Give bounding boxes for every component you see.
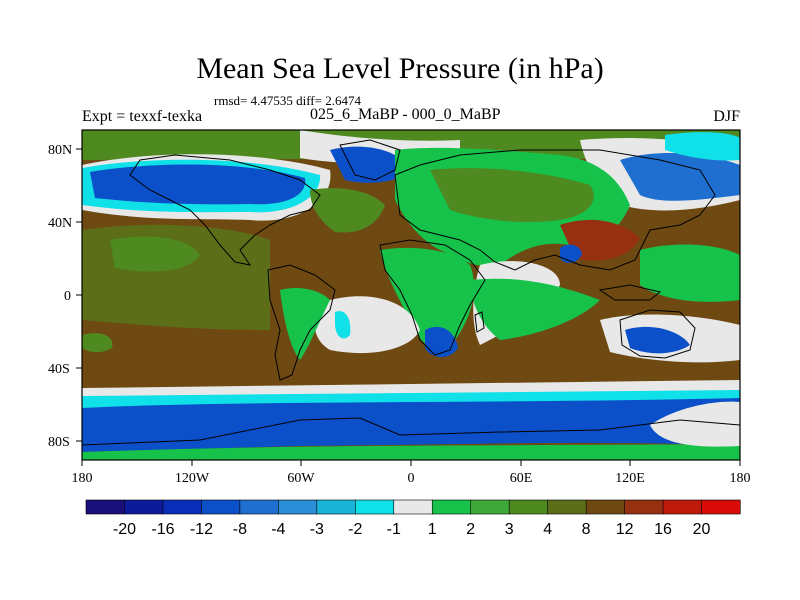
south-america-neg [335, 311, 351, 339]
colorbar-swatch [201, 499, 241, 515]
lon-label-60w: 60W [287, 471, 315, 486]
colorbar-swatch [701, 499, 741, 515]
greenland-strong-neg [330, 146, 410, 183]
coastline-greenland [339, 139, 401, 181]
mid-pacific-spot [82, 333, 113, 353]
colorbar-swatch [85, 499, 126, 515]
coastline-north-america [129, 154, 321, 266]
lon-label-180e: 180 [730, 471, 751, 486]
period-label: 025_6_MaBP - 000_0_MaBP [310, 106, 501, 123]
colorbar-tick-label: 20 [693, 521, 711, 538]
lat-label-40n: 40N [48, 216, 72, 231]
colorbar-tick-label: 8 [582, 521, 591, 538]
colorbar-swatch [239, 499, 279, 515]
colorbar-tick-label: 3 [505, 521, 514, 538]
eurasia-olive-core [430, 168, 594, 222]
colorbar-swatch [470, 499, 510, 515]
experiment-label: Expt = texxf-texka [82, 108, 203, 125]
colorbar-tick-label: -1 [387, 521, 401, 538]
colorbar-tick-label: 16 [654, 521, 672, 538]
tropical-pacific-green [110, 236, 200, 272]
south-america-green [280, 288, 330, 360]
colorbar-swatch [662, 499, 703, 515]
colorbar-tick-label: -12 [190, 521, 213, 538]
lat-label-80n: 80N [48, 143, 72, 158]
south-atlantic-neutral [315, 296, 420, 354]
coastline-africa [379, 239, 486, 356]
colorbar-swatch [431, 499, 472, 515]
colorbar-tick-label: 2 [466, 521, 475, 538]
coastline-eurasia [394, 149, 716, 271]
colorbar-swatch [585, 499, 626, 515]
colorbar-swatch [354, 499, 395, 515]
colorbar-tick-label: 1 [428, 521, 437, 538]
nw-pacific-green [640, 244, 740, 302]
colorbar-swatch [316, 499, 356, 515]
colorbar-swatch [278, 499, 318, 515]
page-title: Mean Sea Level Pressure (in hPa) [196, 52, 604, 85]
colorbar-tick-label: 12 [616, 521, 634, 538]
lat-axis: 80N 40N 0 40S 80S [48, 143, 82, 450]
coastline-madagascar [474, 311, 485, 333]
coastline-antarctica [82, 417, 740, 446]
australia-blue [625, 326, 690, 354]
colorbar-swatch [508, 499, 549, 515]
colorbar-tick-label: -20 [113, 521, 136, 538]
antarctic-green-cap [82, 444, 740, 460]
colorbar-swatch [547, 499, 587, 515]
colorbar-tick-label: -2 [348, 521, 362, 538]
coastline-south-america [267, 264, 336, 381]
coastline-australia [619, 309, 696, 359]
pressure-field [82, 130, 740, 460]
colorbar-tick-label: -8 [233, 521, 247, 538]
indian-ocean-green [470, 278, 600, 340]
southern-ocean-strong-band [82, 398, 740, 452]
lon-label-60e: 60E [510, 471, 533, 486]
coastlines [82, 139, 740, 446]
lon-axis: 180 120W 60W 0 60E 120E 180 [72, 460, 751, 486]
colorbar-tick-label: -16 [151, 521, 174, 538]
colorbar-swatch [624, 499, 664, 515]
lon-label-180w: 180 [72, 471, 93, 486]
lon-label-0: 0 [408, 471, 415, 486]
australia-south-neutral-patch [650, 401, 740, 447]
himalaya-neg-spot [560, 244, 582, 263]
season-label: DJF [713, 108, 740, 125]
atlantic-green [310, 188, 385, 233]
siberia-blue [620, 153, 740, 201]
lon-label-120w: 120W [175, 471, 210, 486]
lat-label-0: 0 [64, 289, 71, 304]
colorbar: -20 -16 -12 -8 -4 -3 -2 -1 1 2 3 4 8 12 16 20 [85, 499, 741, 538]
africa-green [380, 247, 475, 349]
colorbar-tick-label: 4 [543, 521, 552, 538]
lat-label-40s: 40S [48, 362, 70, 377]
coastline-indonesia [598, 284, 662, 301]
colorbar-swatch [162, 499, 203, 515]
colorbar-swatch [393, 499, 433, 515]
north-pacific-strong-neg [90, 164, 306, 205]
pacific-arctic-cyan [665, 132, 740, 161]
colorbar-swatch [124, 499, 164, 515]
colorbar-tick-label: -3 [310, 521, 324, 538]
stats-label: rmsd= 4.47535 diff= 2.6474 [214, 93, 361, 108]
lat-label-80s: 80S [48, 435, 70, 450]
colorbar-tick-label: -4 [271, 521, 285, 538]
lon-label-120e: 120E [615, 471, 645, 486]
